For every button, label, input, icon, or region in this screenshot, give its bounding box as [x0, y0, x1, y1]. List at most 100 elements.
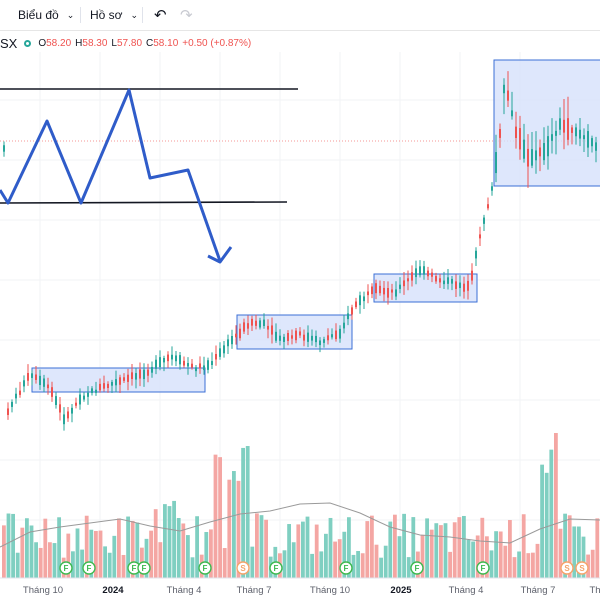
- volume-bar: [475, 535, 480, 578]
- candle-body: [455, 281, 457, 289]
- candle-body: [407, 278, 409, 282]
- candle-body: [267, 325, 269, 330]
- candle-body: [351, 307, 353, 315]
- candle-body: [199, 363, 201, 369]
- candle-body: [275, 331, 277, 341]
- volume-bar: [595, 518, 600, 578]
- candle-body: [139, 369, 141, 379]
- volume-bar: [112, 535, 117, 578]
- volume-bar: [2, 525, 6, 578]
- candle-body: [255, 320, 257, 326]
- candle-body: [583, 135, 585, 140]
- candle-body: [151, 366, 153, 373]
- candle-body: [75, 402, 77, 406]
- toolbar-divider: [80, 7, 81, 23]
- candle-body: [343, 322, 345, 329]
- consolidation-box: [493, 59, 600, 187]
- volume-bar: [577, 526, 581, 578]
- open-value: 58.20: [46, 37, 72, 49]
- candle-body: [327, 335, 329, 341]
- candle-body: [71, 407, 73, 414]
- profile-menu-label: Hồ sơ: [90, 8, 123, 22]
- candle-body: [323, 339, 325, 343]
- volume-bar: [471, 541, 475, 578]
- event-marker-letter: F: [481, 564, 486, 573]
- volume-bar: [255, 513, 259, 578]
- x-axis-tick-label: Tháng 4: [449, 585, 484, 596]
- volume-bar: [48, 542, 52, 578]
- candle-body: [403, 280, 405, 287]
- candle-body: [399, 284, 401, 289]
- candle-body: [287, 333, 289, 341]
- candle-body: [467, 280, 469, 291]
- candle-body: [559, 118, 561, 130]
- volume-bar: [296, 524, 301, 578]
- volume-bar: [402, 513, 406, 578]
- volume-bar: [245, 446, 250, 578]
- breakdown-arrow-icon: [207, 246, 233, 264]
- volume-bar: [176, 517, 181, 578]
- volume-bar: [89, 529, 94, 578]
- volume-bar: [121, 554, 126, 578]
- candle-body: [215, 354, 217, 360]
- volume-bar: [34, 542, 38, 578]
- candle-body: [331, 334, 333, 338]
- volume-bar: [503, 545, 508, 578]
- volume-bar: [572, 526, 577, 578]
- support-line: [0, 201, 288, 204]
- volume-bar: [209, 529, 213, 578]
- candle-body: [15, 393, 17, 399]
- candle-body: [167, 354, 169, 362]
- candle-body: [27, 373, 29, 381]
- volume-bar: [241, 447, 245, 578]
- volume-bar: [117, 518, 121, 578]
- candle-body: [127, 374, 129, 382]
- volume-bar: [347, 517, 351, 578]
- candle-body: [555, 130, 557, 136]
- candle-body: [115, 379, 117, 386]
- candle-body: [235, 333, 237, 338]
- candle-body: [63, 414, 65, 425]
- candle-body: [291, 335, 293, 339]
- candle-body: [579, 129, 581, 139]
- candle-body: [487, 204, 489, 209]
- volume-bar: [337, 539, 342, 578]
- volume-bar: [549, 449, 554, 578]
- volume-bar: [531, 552, 535, 578]
- candle-body: [67, 411, 69, 419]
- volume-bar: [167, 506, 172, 578]
- candle-body: [91, 388, 93, 393]
- candle-body: [307, 332, 309, 342]
- volume-bar: [397, 536, 402, 578]
- candle-body: [479, 234, 481, 239]
- volume-bar: [370, 515, 374, 578]
- volume-bar: [98, 530, 103, 578]
- candle-body: [207, 360, 209, 370]
- undo-icon[interactable]: ↶: [154, 7, 167, 24]
- volume-bar: [6, 513, 11, 578]
- chart-menu-button[interactable]: Biểu đồ ⌄: [18, 6, 74, 24]
- volume-bar: [540, 464, 544, 578]
- volume-bar: [383, 545, 388, 578]
- x-axis-tick-label: Tháng 10: [23, 585, 63, 596]
- candle-body: [107, 383, 109, 389]
- volume-bar: [25, 518, 29, 578]
- candle-body: [119, 377, 121, 385]
- chart-menu-label: Biểu đồ: [18, 8, 59, 22]
- volume-bar: [521, 514, 526, 578]
- volume-bar: [324, 533, 328, 578]
- volume-bar: [526, 553, 531, 578]
- candle-body: [179, 355, 181, 365]
- candle-body: [39, 375, 41, 386]
- candle-body: [347, 313, 349, 320]
- redo-icon[interactable]: ↷: [180, 7, 193, 24]
- volume-bar: [351, 554, 356, 578]
- volume-bar: [305, 516, 310, 578]
- candle-body: [567, 118, 569, 140]
- volume-bar: [135, 522, 140, 578]
- candle-body: [491, 186, 493, 191]
- candle-body: [299, 331, 301, 336]
- profile-menu-button[interactable]: Hồ sơ ⌄: [90, 6, 138, 24]
- toolbar-divider: [142, 7, 143, 23]
